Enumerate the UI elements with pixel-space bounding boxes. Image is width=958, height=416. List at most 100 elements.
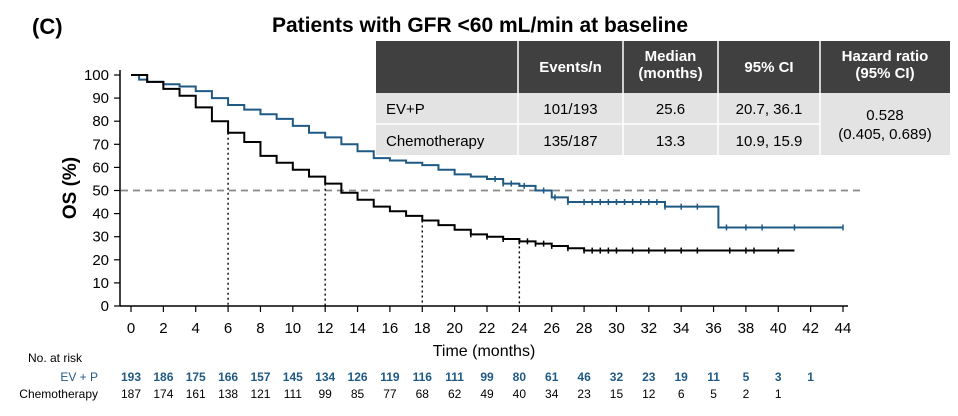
at-risk-ev-label: EV + P (60, 370, 98, 384)
at-risk-chemo-5: 111 (284, 387, 303, 401)
x-tick-label-28: 28 (576, 320, 593, 337)
at-risk-ev-13: 61 (545, 370, 559, 384)
x-tick-label-44: 44 (835, 320, 852, 337)
table-header-2: 95% CI (744, 59, 793, 76)
at-risk-ev-15: 32 (610, 370, 624, 384)
at-risk-chemo-2: 161 (186, 387, 206, 401)
table-row-1-median: 13.3 (656, 133, 685, 150)
at-risk-chemo-19: 2 (743, 387, 750, 401)
table-header-2-line-0: 95% CI (744, 59, 793, 76)
y-axis-label: OS (%) (60, 157, 81, 219)
table-header-1: Median (months) (638, 48, 702, 82)
at-risk-chemo-13: 34 (545, 387, 559, 401)
y-tick-label-80: 80 (92, 113, 109, 130)
at-risk-chemo-7: 85 (351, 387, 365, 401)
x-tick-label-32: 32 (640, 320, 657, 337)
at-risk-chemo-18: 5 (710, 387, 717, 401)
x-axis-label: Time (months) (433, 343, 536, 360)
y-tick-label-20: 20 (92, 252, 109, 269)
at-risk-ev-7: 126 (348, 370, 368, 384)
at-risk-ev-18: 11 (707, 370, 720, 384)
x-tick-label-0: 0 (127, 320, 135, 337)
x-tick-label-34: 34 (673, 320, 690, 337)
x-tick-label-36: 36 (705, 320, 722, 337)
x-tick-label-22: 22 (479, 320, 496, 337)
x-tick-label-24: 24 (511, 320, 528, 337)
at-risk-ev-8: 119 (380, 370, 400, 384)
at-risk-chemo-8: 77 (383, 387, 397, 401)
axes (119, 70, 848, 307)
y-tick-label-100: 100 (84, 67, 109, 84)
at-risk-ev-10: 111 (445, 370, 464, 384)
at-risk-chemo-6: 99 (319, 387, 333, 401)
x-tick-label-4: 4 (192, 320, 200, 337)
at-risk-chemo-1: 174 (153, 387, 173, 401)
table-hazard-ratio-ci: (0.405, 0.689) (838, 126, 931, 143)
y-ticks: 0 10 20 30 40 50 60 70 80 90 100 (84, 67, 120, 315)
table-header-3: Hazard ratio (95% CI) (842, 48, 929, 82)
at-risk-chemo-15: 15 (610, 387, 624, 401)
at-risk-ev-4: 157 (250, 370, 270, 384)
table-header-3-line-0: Hazard ratio (842, 48, 929, 65)
x-tick-label-40: 40 (770, 320, 787, 337)
at-risk-title: No. at risk (28, 351, 83, 365)
x-tick-label-8: 8 (256, 320, 264, 337)
table-header-0-line-0: Events/n (539, 59, 602, 76)
chart-title: Patients with GFR <60 mL/min at baseline (272, 14, 688, 37)
x-tick-label-26: 26 (543, 320, 560, 337)
x-tick-label-38: 38 (738, 320, 755, 337)
table-row-0-arm: EV+P (386, 101, 425, 118)
x-tick-label-20: 20 (446, 320, 463, 337)
at-risk-chemo-12: 40 (513, 387, 527, 401)
y-tick-label-60: 60 (92, 159, 109, 176)
at-risk-chemo-0: 187 (121, 387, 141, 401)
at-risk-chemo-4: 121 (250, 387, 270, 401)
table-row-1-arm: Chemotherapy (386, 133, 485, 150)
results-table: Events/n Median (months) 95% CI Hazard ratio… (376, 41, 950, 155)
x-tick-label-10: 10 (284, 320, 301, 337)
y-tick-label-0: 0 (101, 298, 109, 315)
at-risk-chemo-label: Chemotherapy (19, 387, 98, 401)
at-risk-chemo-16: 12 (642, 387, 656, 401)
x-tick-label-16: 16 (382, 320, 399, 337)
at-risk-ev-5: 145 (283, 370, 303, 384)
y-tick-label-90: 90 (92, 90, 109, 107)
at-risk-chemo-9: 68 (416, 387, 430, 401)
at-risk-ev-9: 116 (413, 370, 433, 384)
table-header-3-line-1: (95% CI) (855, 65, 914, 82)
table-hazard-ratio: 0.528 (866, 107, 904, 124)
table-row-0-ci: 20.7, 36.1 (736, 101, 803, 118)
x-tick-label-42: 42 (802, 320, 819, 337)
at-risk-ev-3: 166 (218, 370, 238, 384)
at-risk-chemo-10: 62 (448, 387, 462, 401)
y-tick-label-10: 10 (92, 275, 109, 292)
at-risk-ev-20: 3 (775, 370, 782, 384)
curve-chemo (131, 74, 795, 252)
at-risk-numbers: 193 186 175 166 157 145 134 126 119 116 111 99 80 61 4… (121, 370, 814, 401)
at-risk-ev-14: 46 (577, 370, 591, 384)
table-header-1-line-1: (months) (638, 65, 702, 82)
table-row-1-ci: 10.9, 15.9 (736, 133, 803, 150)
at-risk-ev-16: 23 (642, 370, 656, 384)
x-tick-label-18: 18 (414, 320, 431, 337)
x-tick-label-30: 30 (608, 320, 625, 337)
table-header-bg (376, 41, 950, 93)
at-risk-ev-12: 80 (513, 370, 527, 384)
at-risk-ev-11: 99 (480, 370, 494, 384)
at-risk-chemo-20: 1 (775, 387, 782, 401)
at-risk-ev-0: 193 (121, 370, 141, 384)
survival-curves (131, 74, 844, 254)
table-row-0-events: 101/193 (543, 101, 597, 118)
at-risk-chemo-17: 6 (678, 387, 685, 401)
at-risk-chemo-11: 49 (480, 387, 494, 401)
x-tick-label-12: 12 (317, 320, 334, 337)
at-risk-ev-17: 19 (675, 370, 689, 384)
at-risk-chemo-14: 23 (577, 387, 591, 401)
at-risk-ev-6: 134 (315, 370, 335, 384)
y-tick-label-30: 30 (92, 229, 109, 246)
at-risk-ev-19: 5 (743, 370, 750, 384)
y-tick-label-50: 50 (92, 183, 109, 200)
table-header-1-line-0: Median (645, 48, 697, 65)
table-row-1-events: 135/187 (543, 133, 597, 150)
